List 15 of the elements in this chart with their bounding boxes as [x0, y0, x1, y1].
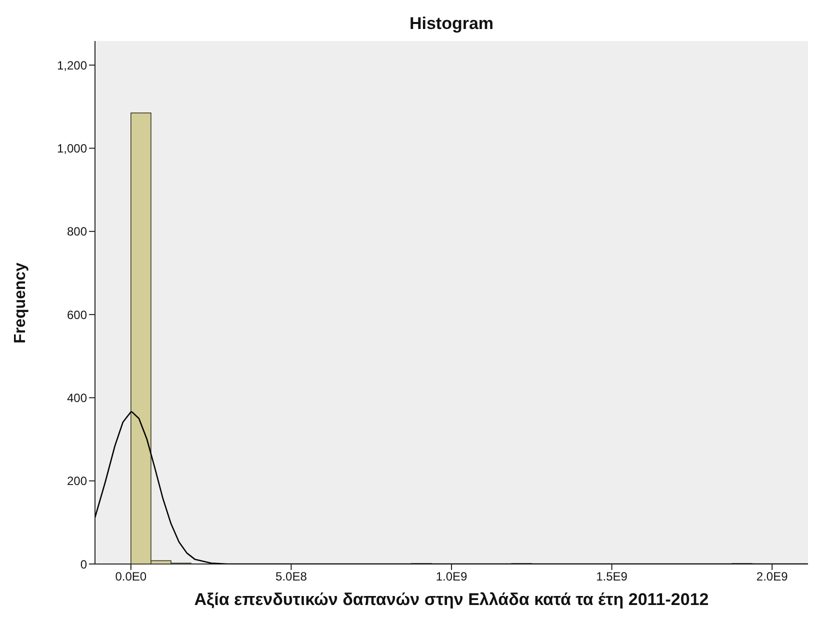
- x-tick-label: 1.0E9: [436, 570, 468, 584]
- y-tick-label: 800: [66, 224, 88, 239]
- y-tick-label: 600: [66, 308, 88, 322]
- x-tick-label: 5.0E8: [276, 570, 308, 584]
- x-axis-title: Αξία επενδυτικών δαπανών στην Ελλάδα κατά τα έτη 2011-2012: [193, 590, 710, 610]
- y-tick-label: 0: [80, 557, 88, 572]
- x-tick-label: 0.0E0: [115, 570, 147, 584]
- y-tick-label: 400: [66, 390, 88, 405]
- y-tick-label: 1,200: [56, 58, 88, 72]
- y-tick-label: 200: [66, 474, 88, 488]
- y-axis-title: Frequency: [12, 262, 30, 343]
- x-tick-label: 1.5E9: [596, 570, 628, 584]
- x-tick-label: 2.0E9: [756, 570, 788, 584]
- chart-title: Histogram: [408, 14, 495, 34]
- y-tick-label: 1,000: [56, 142, 88, 156]
